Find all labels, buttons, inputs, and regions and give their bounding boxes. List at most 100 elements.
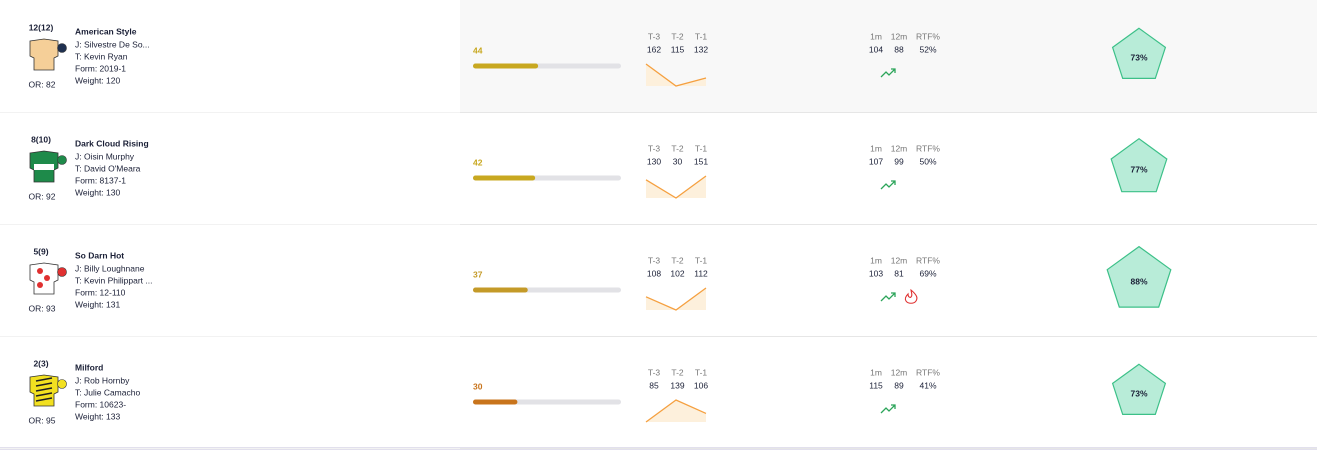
trend-label: T-3 [648, 255, 661, 265]
official-rating: OR: 92 [29, 191, 56, 201]
trend-value: 115 [671, 44, 685, 54]
rating-pentagon [1111, 363, 1167, 416]
silk-cap [57, 155, 67, 165]
score: 30 [473, 381, 483, 391]
trend-value: 102 [670, 268, 684, 278]
stat-label: RTF% [916, 255, 940, 265]
stat-value: 104 [869, 44, 883, 54]
stat-label: 12m [891, 255, 908, 265]
trend-value: 139 [670, 380, 684, 390]
jockey: J: Rob Hornby [75, 375, 130, 385]
silk-stripe [35, 377, 53, 382]
silk-stripe [35, 382, 53, 387]
horse-name: American Style [75, 26, 137, 36]
trend-label: T-1 [695, 31, 708, 41]
stat-label: 1m [870, 367, 882, 377]
trend-label: T-2 [671, 143, 684, 153]
stat-value: 50% [919, 156, 936, 166]
row-highlight [460, 0, 1317, 112]
rating-pentagon [1110, 137, 1168, 193]
form: Form: 8137-1 [75, 175, 126, 185]
trend-up-icon [880, 68, 896, 78]
weight: Weight: 130 [75, 187, 120, 197]
silk [29, 262, 67, 295]
trend-up-icon [880, 292, 896, 302]
stat-label: 1m [870, 143, 882, 153]
official-rating: OR: 82 [29, 79, 56, 89]
form: Form: 2019-1 [75, 63, 126, 73]
silk-body [29, 38, 59, 71]
silk [29, 38, 67, 71]
score-bar [473, 175, 536, 181]
trend-up-icon [880, 404, 896, 414]
stat-value: 81 [894, 268, 904, 278]
silk-stripe [35, 387, 53, 392]
trend-area [646, 64, 706, 86]
trend-label: T-2 [671, 255, 684, 265]
stat-label: 12m [891, 31, 908, 41]
stat-label: RTF% [916, 367, 940, 377]
trainer: T: Julie Camacho [75, 387, 140, 397]
rating-pentagon [1106, 245, 1172, 308]
runner-number: 2(3) [33, 358, 48, 368]
silk-cap [57, 379, 67, 389]
stat-label: RTF% [916, 143, 940, 153]
trend-value: 162 [647, 44, 661, 54]
stat-value: 89 [894, 380, 904, 390]
stat-value: 69% [919, 268, 936, 278]
silk-cap [57, 43, 67, 53]
stat-value: 115 [869, 380, 883, 390]
stat-value: 88 [894, 44, 904, 54]
silk [29, 374, 67, 407]
score-bar [473, 287, 528, 293]
trend-label: T-1 [695, 367, 708, 377]
stat-value: 107 [869, 156, 883, 166]
trend-value: 130 [647, 156, 661, 166]
weight: Weight: 131 [75, 299, 120, 309]
trend-label: T-1 [695, 255, 708, 265]
weight: Weight: 120 [75, 75, 120, 85]
trend-line [645, 175, 707, 199]
trend-label: T-1 [695, 143, 708, 153]
rating-label: 77% [1130, 164, 1147, 174]
trend-line [645, 399, 707, 423]
trainer: T: Kevin Ryan [75, 51, 128, 61]
trend-area [646, 400, 706, 422]
score-bar [473, 399, 518, 405]
trend-area [646, 176, 706, 198]
horse-name: Dark Cloud Rising [75, 138, 149, 148]
trend-label: T-3 [648, 367, 661, 377]
trend-label: T-3 [648, 143, 661, 153]
runner-row: 12(12) OR: 82 American Style J: Silvestre D… [0, 22, 1317, 113]
silk-body [29, 262, 59, 295]
hot-icon [904, 288, 918, 304]
rating-label: 73% [1130, 388, 1147, 398]
trend-label: T-2 [671, 31, 684, 41]
score: 44 [473, 45, 483, 55]
silk [29, 150, 67, 183]
stat-label: 12m [891, 143, 908, 153]
horse-name: Milford [75, 362, 103, 372]
stat-label: RTF% [916, 31, 940, 41]
rating-pentagon [1111, 27, 1167, 80]
silk-hoop [34, 164, 54, 170]
form: Form: 10623- [75, 399, 126, 409]
trend-line [645, 63, 707, 87]
trend-value: 108 [647, 268, 661, 278]
trend-value: 132 [694, 44, 708, 54]
runner-number: 8(10) [31, 134, 51, 144]
score-bar [473, 63, 539, 69]
trend-label: T-2 [671, 367, 684, 377]
trend-value: 112 [694, 268, 708, 278]
stat-label: 1m [870, 255, 882, 265]
trend-value: 30 [673, 156, 683, 166]
trend-area [646, 288, 706, 310]
silk-stripe [35, 392, 53, 397]
form: Form: 12-110 [75, 287, 126, 297]
horse-name: So Darn Hot [75, 250, 124, 260]
silk-spot [44, 275, 50, 281]
silk-spot [37, 282, 43, 288]
weight: Weight: 133 [75, 411, 120, 421]
silk-spot [37, 268, 43, 274]
runner-row: 5(9) OR: 93 So Darn Hot J: Billy Loughnane T… [0, 245, 1317, 337]
